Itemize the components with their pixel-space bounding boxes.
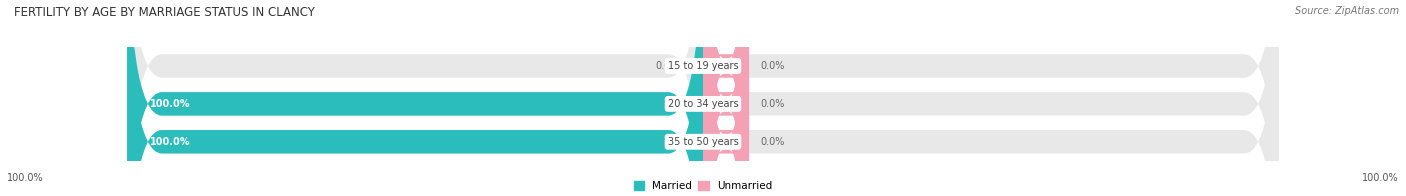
Text: 15 to 19 years: 15 to 19 years xyxy=(668,61,738,71)
FancyBboxPatch shape xyxy=(703,0,1279,196)
FancyBboxPatch shape xyxy=(703,0,1279,196)
FancyBboxPatch shape xyxy=(703,0,1279,196)
Text: 20 to 34 years: 20 to 34 years xyxy=(668,99,738,109)
Text: 100.0%: 100.0% xyxy=(150,137,191,147)
FancyBboxPatch shape xyxy=(703,0,749,196)
FancyBboxPatch shape xyxy=(127,0,703,196)
Legend: Married, Unmarried: Married, Unmarried xyxy=(634,181,772,191)
Text: FERTILITY BY AGE BY MARRIAGE STATUS IN CLANCY: FERTILITY BY AGE BY MARRIAGE STATUS IN C… xyxy=(14,6,315,19)
Text: 0.0%: 0.0% xyxy=(761,61,785,71)
Text: 100.0%: 100.0% xyxy=(150,99,191,109)
FancyBboxPatch shape xyxy=(127,0,703,196)
FancyBboxPatch shape xyxy=(703,0,749,196)
Text: 100.0%: 100.0% xyxy=(7,173,44,183)
Text: 0.0%: 0.0% xyxy=(761,99,785,109)
FancyBboxPatch shape xyxy=(127,0,703,196)
FancyBboxPatch shape xyxy=(127,0,703,196)
Text: 35 to 50 years: 35 to 50 years xyxy=(668,137,738,147)
Text: 0.0%: 0.0% xyxy=(655,61,681,71)
Text: 100.0%: 100.0% xyxy=(1362,173,1399,183)
Text: 0.0%: 0.0% xyxy=(761,137,785,147)
Text: Source: ZipAtlas.com: Source: ZipAtlas.com xyxy=(1295,6,1399,16)
FancyBboxPatch shape xyxy=(703,0,749,196)
FancyBboxPatch shape xyxy=(127,0,703,196)
